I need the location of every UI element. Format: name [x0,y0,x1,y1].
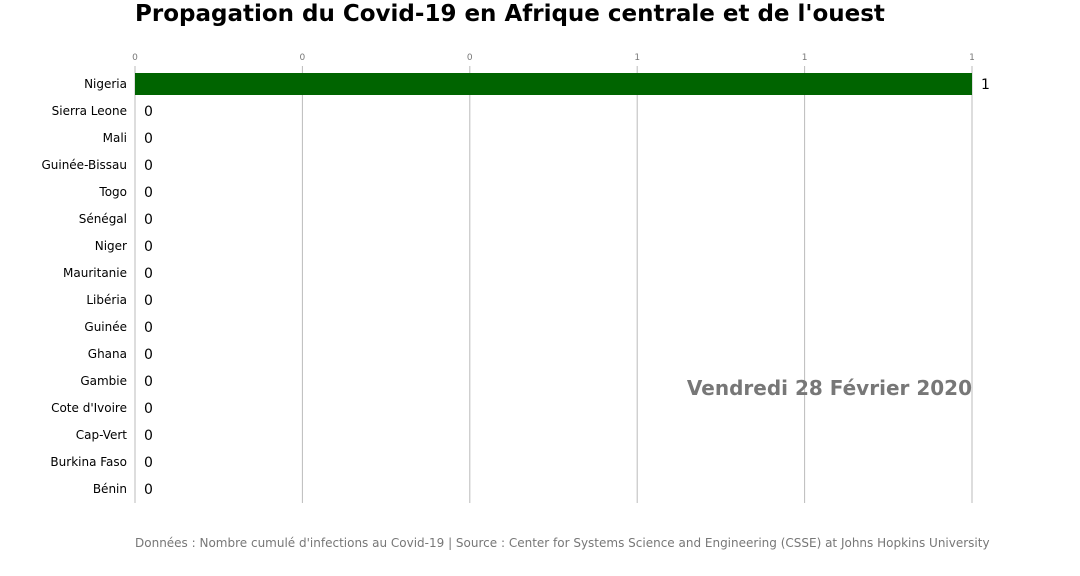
value-label: 0 [144,428,153,444]
value-label: 0 [144,185,153,201]
x-tick-label: 0 [300,53,306,63]
chart-title: Propagation du Covid-19 en Afrique centr… [135,1,885,27]
x-tick-label: 1 [634,53,640,63]
category-label: Sénégal [79,212,127,226]
value-label: 0 [144,293,153,309]
x-tick-label: 1 [802,53,808,63]
category-label: Ghana [88,347,127,361]
category-label: Niger [95,239,127,253]
category-label: Guinée [84,320,127,334]
value-label: 0 [144,347,153,363]
value-label: 0 [144,266,153,282]
value-label: 0 [144,212,153,228]
x-tick-label: 0 [132,53,138,63]
category-label: Burkina Faso [50,455,127,469]
category-label: Guinée-Bissau [41,158,127,172]
value-label: 0 [144,158,153,174]
bars [135,73,972,95]
category-labels: Nigeria Sierra Leone Mali Guinée-Bissau Togo… [41,77,127,496]
date-annotation: Vendredi 28 Février 2020 [686,376,972,400]
value-label: 0 [144,104,153,120]
category-label: Cote d'Ivoire [51,401,127,415]
category-label: Bénin [93,482,127,496]
value-label: 0 [144,131,153,147]
x-tick-label: 0 [467,53,473,63]
category-label: Mali [103,131,127,145]
value-label: 0 [144,374,153,390]
category-label: Libéria [86,293,127,307]
category-label: Mauritanie [63,266,127,280]
gridlines [134,70,973,503]
category-label: Sierra Leone [52,104,127,118]
value-label: 0 [144,320,153,336]
x-tick-label: 1 [969,53,975,63]
value-labels: 1 0 0 0 0 0 0 0 0 0 0 0 0 0 0 0 [144,77,990,498]
source-footnote: Données : Nombre cumulé d'infections au … [135,536,990,550]
x-axis-ticks: 0 0 0 1 1 1 [132,53,975,70]
category-label: Nigeria [84,77,127,91]
category-label: Cap-Vert [76,428,128,442]
value-label: 0 [144,482,153,498]
value-label: 0 [144,401,153,417]
value-label: 0 [144,239,153,255]
value-label: 1 [981,77,990,93]
bar [135,73,972,95]
category-label: Togo [98,185,127,199]
category-label: Gambie [80,374,127,388]
value-label: 0 [144,455,153,471]
